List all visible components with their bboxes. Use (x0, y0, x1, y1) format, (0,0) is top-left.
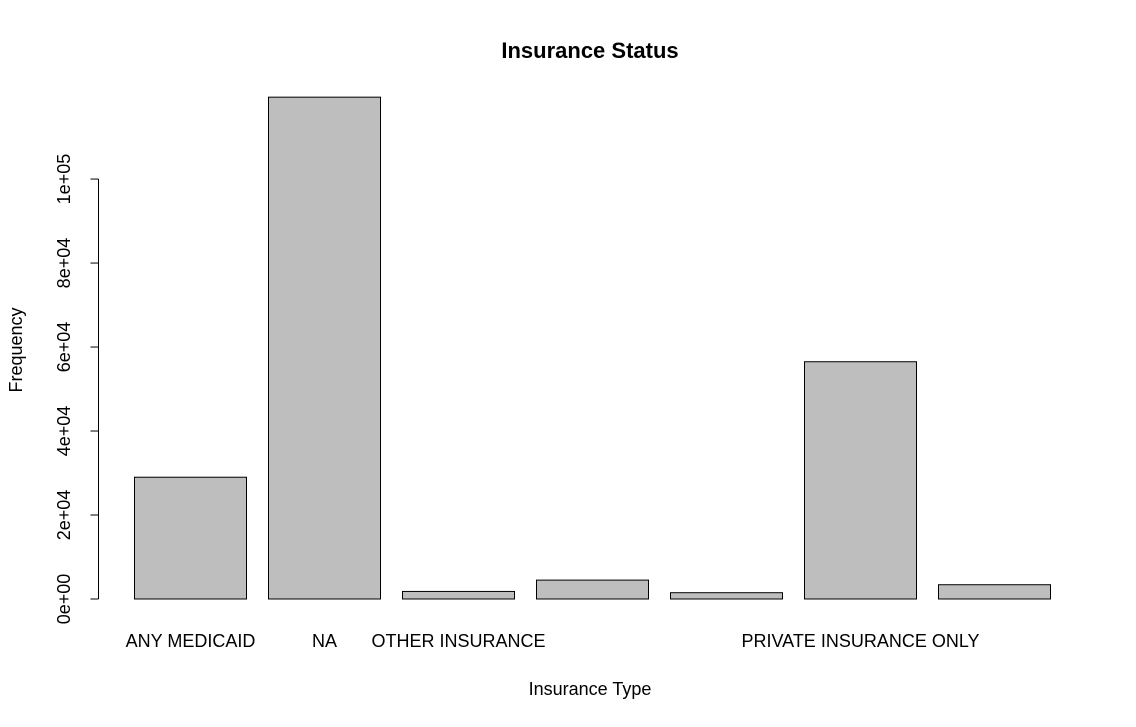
bars (134, 96, 1051, 600)
bar-1 (134, 476, 247, 600)
y-tick-label: 6e+04 (54, 322, 74, 373)
y-tick-label: 4e+04 (54, 406, 74, 457)
bar-4 (536, 579, 649, 600)
y-tick-label: 8e+04 (54, 238, 74, 289)
bar-2 (268, 96, 381, 600)
category-label: PRIVATE INSURANCE ONLY (741, 631, 979, 651)
category-label: NA (312, 631, 337, 651)
bar-3 (402, 590, 515, 600)
category-labels: ANY MEDICAID NA OTHER INSURANCE PRIVATE INS… (126, 631, 980, 651)
y-tick-label: 0e+00 (54, 574, 74, 625)
y-tick-label: 2e+04 (54, 490, 74, 541)
y-tick-label: 1e+05 (54, 154, 74, 205)
y-axis: 0e+00 2e+04 4e+04 6e+04 8e+04 1e+05 (54, 154, 99, 625)
chart-title: Insurance Status (501, 38, 678, 63)
x-axis-label: Insurance Type (529, 679, 652, 699)
bar-6 (804, 361, 917, 600)
y-axis-label: Frequency (6, 307, 26, 392)
bar-5 (670, 592, 783, 600)
category-label: OTHER INSURANCE (371, 631, 545, 651)
bar-7 (938, 584, 1051, 600)
category-label: ANY MEDICAID (126, 631, 256, 651)
